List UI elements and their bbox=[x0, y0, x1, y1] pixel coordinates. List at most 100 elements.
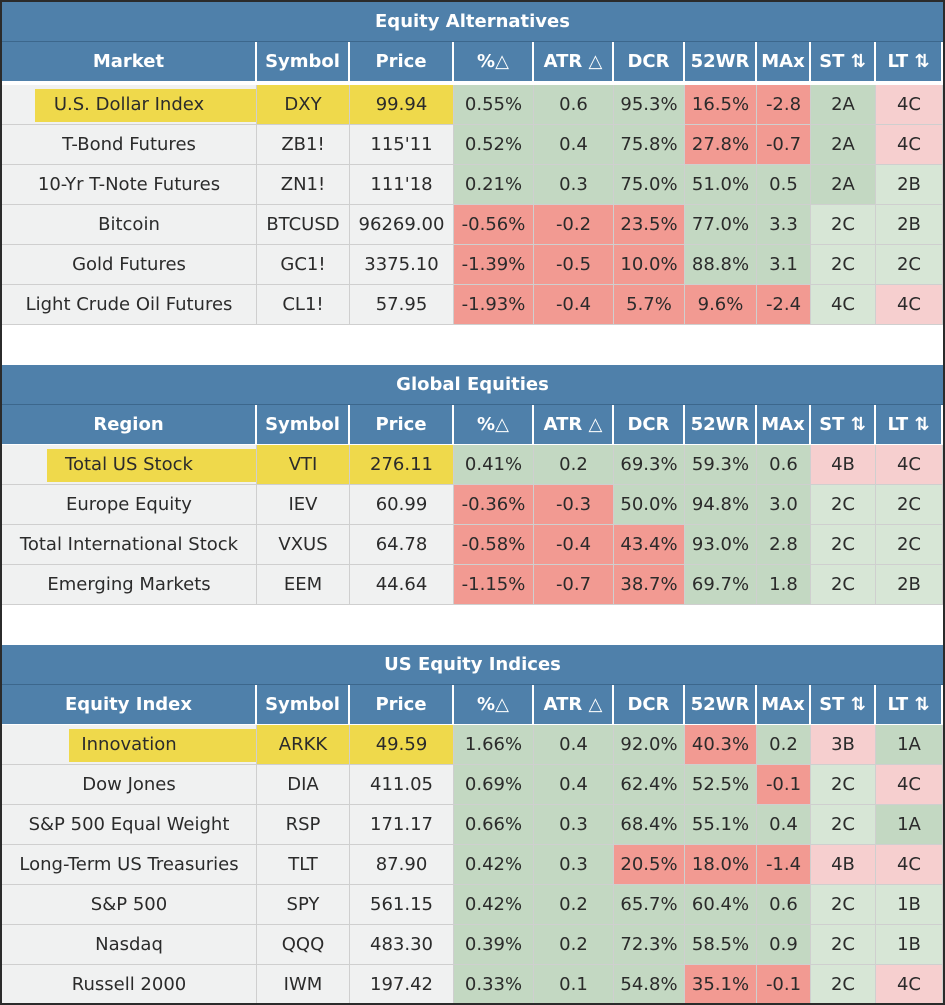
header-symbol[interactable]: Symbol bbox=[257, 405, 350, 445]
header-pct-change[interactable]: %△ bbox=[454, 42, 534, 82]
header-symbol[interactable]: Symbol bbox=[257, 685, 350, 725]
row-symbol: EEM bbox=[257, 565, 350, 605]
table-row[interactable]: Long-Term US Treasuries TLT 87.90 0.42% … bbox=[2, 845, 943, 885]
row-52wr: 40.3% bbox=[685, 725, 757, 765]
header-52wr[interactable]: 52WR bbox=[685, 405, 757, 445]
row-st: 4C bbox=[811, 285, 876, 325]
header-price[interactable]: Price bbox=[350, 685, 454, 725]
row-max: -2.4 bbox=[757, 285, 811, 325]
row-52wr: 27.8% bbox=[685, 125, 757, 165]
row-symbol: DIA bbox=[257, 765, 350, 805]
row-name: Light Crude Oil Futures bbox=[2, 285, 257, 325]
header-st[interactable]: ST ⇅ bbox=[811, 405, 876, 445]
row-pct-change: -0.56% bbox=[454, 205, 534, 245]
table-row[interactable]: Dow Jones DIA 411.05 0.69% 0.4 62.4% 52.… bbox=[2, 765, 943, 805]
row-name: 10-Yr T-Note Futures bbox=[2, 165, 257, 205]
header-lt[interactable]: LT ⇅ bbox=[876, 685, 943, 725]
table-header-equity-alternatives: Market Symbol Price %△ ATR △ DCR 52WR MA… bbox=[2, 42, 943, 82]
row-dcr: 72.3% bbox=[614, 925, 685, 965]
section-title-equity-alternatives: Equity Alternatives bbox=[2, 2, 943, 42]
row-name-cell: Total US Stock bbox=[2, 445, 257, 485]
table-row[interactable]: Russell 2000 IWM 197.42 0.33% 0.1 54.8% … bbox=[2, 965, 943, 1003]
row-max: 0.6 bbox=[757, 445, 811, 485]
row-52wr: 94.8% bbox=[685, 485, 757, 525]
header-max[interactable]: MAx bbox=[757, 42, 811, 82]
table-row[interactable]: U.S. Dollar Index DXY 99.94 0.55% 0.6 95… bbox=[2, 85, 943, 125]
table-row[interactable]: Innovation ARKK 49.59 1.66% 0.4 92.0% 40… bbox=[2, 725, 943, 765]
row-highlight bbox=[35, 89, 256, 122]
row-dcr: 43.4% bbox=[614, 525, 685, 565]
header-lt[interactable]: LT ⇅ bbox=[876, 405, 943, 445]
header-equity-index[interactable]: Equity Index bbox=[2, 685, 257, 725]
row-price: 171.17 bbox=[350, 805, 454, 845]
row-atr-change: 0.4 bbox=[534, 725, 614, 765]
header-st[interactable]: ST ⇅ bbox=[811, 685, 876, 725]
header-dcr[interactable]: DCR bbox=[614, 685, 685, 725]
header-max[interactable]: MAx bbox=[757, 405, 811, 445]
row-symbol: ZB1! bbox=[257, 125, 350, 165]
row-name: S&P 500 Equal Weight bbox=[2, 805, 257, 845]
header-pct-change[interactable]: %△ bbox=[454, 405, 534, 445]
row-name: U.S. Dollar Index bbox=[53, 94, 205, 115]
header-pct-change[interactable]: %△ bbox=[454, 685, 534, 725]
table-row[interactable]: Nasdaq QQQ 483.30 0.39% 0.2 72.3% 58.5% … bbox=[2, 925, 943, 965]
table-row[interactable]: Europe Equity IEV 60.99 -0.36% -0.3 50.0… bbox=[2, 485, 943, 525]
row-atr-change: -0.2 bbox=[534, 205, 614, 245]
table-row[interactable]: Light Crude Oil Futures CL1! 57.95 -1.93… bbox=[2, 285, 943, 325]
table-row[interactable]: S&P 500 SPY 561.15 0.42% 0.2 65.7% 60.4%… bbox=[2, 885, 943, 925]
header-52wr[interactable]: 52WR bbox=[685, 42, 757, 82]
header-dcr[interactable]: DCR bbox=[614, 42, 685, 82]
row-lt: 4C bbox=[876, 445, 943, 485]
section-gap bbox=[2, 605, 943, 645]
row-52wr: 16.5% bbox=[685, 85, 757, 125]
header-lt[interactable]: LT ⇅ bbox=[876, 42, 943, 82]
table-header-global-equities: Region Symbol Price %△ ATR △ DCR 52WR MA… bbox=[2, 405, 943, 445]
row-52wr: 55.1% bbox=[685, 805, 757, 845]
row-52wr: 93.0% bbox=[685, 525, 757, 565]
row-dcr: 23.5% bbox=[614, 205, 685, 245]
row-max: -2.8 bbox=[757, 85, 811, 125]
row-dcr: 75.8% bbox=[614, 125, 685, 165]
table-row[interactable]: Emerging Markets EEM 44.64 -1.15% -0.7 3… bbox=[2, 565, 943, 605]
row-atr-change: 0.2 bbox=[534, 925, 614, 965]
row-dcr: 5.7% bbox=[614, 285, 685, 325]
header-52wr[interactable]: 52WR bbox=[685, 685, 757, 725]
row-lt: 1A bbox=[876, 805, 943, 845]
row-st: 2C bbox=[811, 245, 876, 285]
row-max: 0.2 bbox=[757, 725, 811, 765]
row-symbol: IEV bbox=[257, 485, 350, 525]
row-dcr: 38.7% bbox=[614, 565, 685, 605]
row-dcr: 69.3% bbox=[614, 445, 685, 485]
table-row[interactable]: 10-Yr T-Note Futures ZN1! 111'18 0.21% 0… bbox=[2, 165, 943, 205]
row-price: 411.05 bbox=[350, 765, 454, 805]
row-name: Innovation bbox=[81, 734, 177, 755]
row-lt: 2B bbox=[876, 165, 943, 205]
row-max: 1.8 bbox=[757, 565, 811, 605]
table-row[interactable]: Bitcoin BTCUSD 96269.00 -0.56% -0.2 23.5… bbox=[2, 205, 943, 245]
header-price[interactable]: Price bbox=[350, 42, 454, 82]
table-row[interactable]: T-Bond Futures ZB1! 115'11 0.52% 0.4 75.… bbox=[2, 125, 943, 165]
row-pct-change: -1.15% bbox=[454, 565, 534, 605]
header-atr-change[interactable]: ATR △ bbox=[534, 685, 614, 725]
row-symbol: VTI bbox=[257, 445, 350, 485]
header-dcr[interactable]: DCR bbox=[614, 405, 685, 445]
row-lt: 4C bbox=[876, 125, 943, 165]
header-market[interactable]: Market bbox=[2, 42, 257, 82]
table-row[interactable]: Total US Stock VTI 276.11 0.41% 0.2 69.3… bbox=[2, 445, 943, 485]
row-max: 0.5 bbox=[757, 165, 811, 205]
table-row[interactable]: S&P 500 Equal Weight RSP 171.17 0.66% 0.… bbox=[2, 805, 943, 845]
header-atr-change[interactable]: ATR △ bbox=[534, 42, 614, 82]
row-symbol: ZN1! bbox=[257, 165, 350, 205]
row-dcr: 62.4% bbox=[614, 765, 685, 805]
header-atr-change[interactable]: ATR △ bbox=[534, 405, 614, 445]
row-symbol: RSP bbox=[257, 805, 350, 845]
header-st[interactable]: ST ⇅ bbox=[811, 42, 876, 82]
header-symbol[interactable]: Symbol bbox=[257, 42, 350, 82]
table-row[interactable]: Total International Stock VXUS 64.78 -0.… bbox=[2, 525, 943, 565]
header-max[interactable]: MAx bbox=[757, 685, 811, 725]
header-price[interactable]: Price bbox=[350, 405, 454, 445]
header-region[interactable]: Region bbox=[2, 405, 257, 445]
table-row[interactable]: Gold Futures GC1! 3375.10 -1.39% -0.5 10… bbox=[2, 245, 943, 285]
row-name: Total US Stock bbox=[65, 454, 193, 475]
